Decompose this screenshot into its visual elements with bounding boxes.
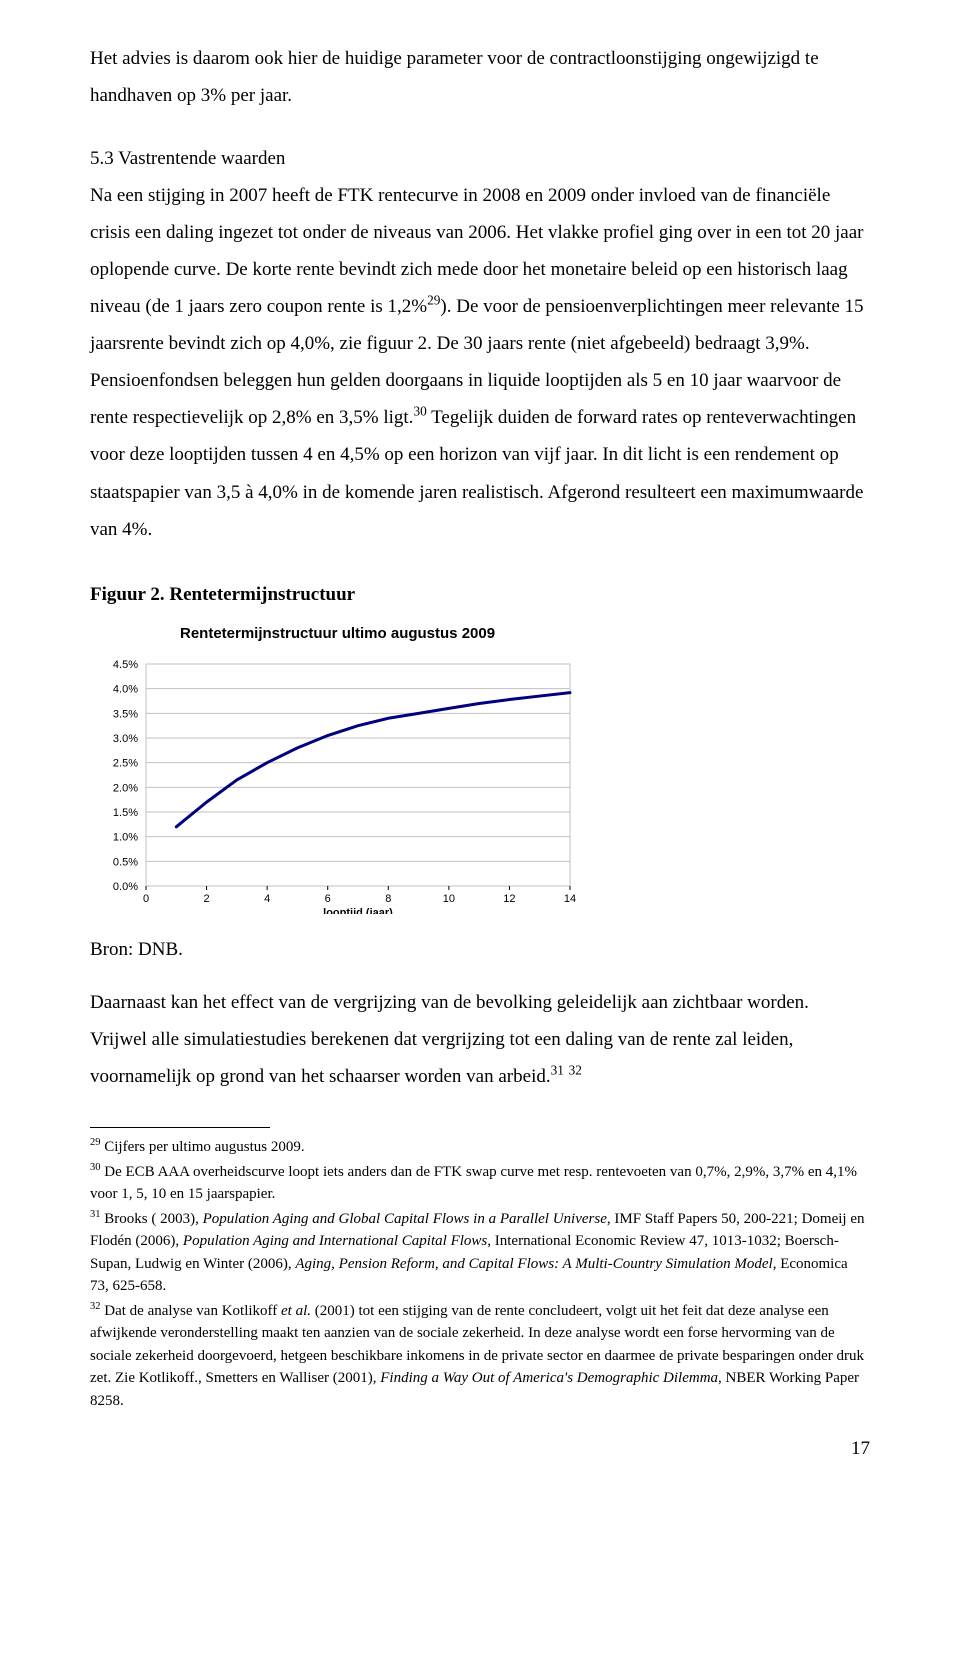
paragraph-vastrentende: Na een stijging in 2007 heeft de FTK ren…	[90, 177, 870, 547]
footnotes-block: 29 Cijfers per ultimo augustus 2009. 30 …	[90, 1136, 870, 1412]
footnote-31: 31 Brooks ( 2003), Population Aging and …	[90, 1208, 870, 1298]
svg-text:10: 10	[443, 893, 455, 905]
svg-text:0.0%: 0.0%	[113, 881, 138, 893]
paragraph-handhaven: Het advies is daarom ook hier de huidige…	[90, 40, 870, 114]
footnote-text: Dat de analyse van Kotlikoff	[104, 1303, 281, 1319]
rente-chart: 0.0% 0.5% 1.0% 1.5% 2.0% 2.5% 3.0% 3.5% 4.0% 4.5%…	[90, 654, 870, 927]
footnote-text-italic: Population Aging and International Capit…	[183, 1233, 487, 1249]
text-segment: Daarnaast kan het effect van de vergrijz…	[90, 992, 809, 1087]
footnote-30: 30 De ECB AAA overheidscurve loopt iets …	[90, 1161, 870, 1206]
svg-text:6: 6	[325, 893, 331, 905]
footnote-text-italic: et al.	[281, 1303, 311, 1319]
svg-text:0.5%: 0.5%	[113, 856, 138, 868]
svg-text:4.0%: 4.0%	[113, 684, 138, 696]
footnote-text: Cijfers per ultimo augustus 2009.	[104, 1139, 304, 1155]
page-number: 17	[90, 1430, 870, 1467]
svg-text:0: 0	[143, 893, 149, 905]
heading-5-3: 5.3 Vastrentende waarden	[90, 140, 870, 177]
footnote-text-italic: Aging, Pension Reform, and Capital Flows…	[295, 1256, 772, 1272]
svg-text:4: 4	[264, 893, 270, 905]
svg-text:1.0%: 1.0%	[113, 832, 138, 844]
footnote-ref-29: 29	[427, 293, 440, 308]
svg-text:4.5%: 4.5%	[113, 659, 138, 671]
svg-text:12: 12	[503, 893, 515, 905]
chart-svg: 0.0% 0.5% 1.0% 1.5% 2.0% 2.5% 3.0% 3.5% 4.0% 4.5%…	[90, 654, 580, 914]
svg-text:8: 8	[385, 893, 391, 905]
footnote-separator	[90, 1127, 270, 1128]
svg-text:2: 2	[204, 893, 210, 905]
footnote-text-italic: Finding a Way Out of America's Demograph…	[380, 1370, 718, 1386]
footnote-num: 31	[90, 1209, 101, 1220]
svg-text:looptijd (jaar): looptijd (jaar)	[323, 907, 393, 914]
svg-text:1.5%: 1.5%	[113, 807, 138, 819]
footnote-29: 29 Cijfers per ultimo augustus 2009.	[90, 1136, 870, 1159]
footnote-ref-32: 32	[569, 1063, 582, 1078]
svg-text:14: 14	[564, 893, 576, 905]
chart-source: Bron: DNB.	[90, 931, 870, 968]
footnote-text-italic: Population Aging and Global Capital Flow…	[203, 1211, 607, 1227]
footnote-text: De ECB AAA overheidscurve loopt iets and…	[90, 1164, 857, 1203]
footnote-32: 32 Dat de analyse van Kotlikoff et al. (…	[90, 1300, 870, 1413]
footnote-text: Brooks ( 2003),	[104, 1211, 202, 1227]
paragraph-vergrijzing: Daarnaast kan het effect van de vergrijz…	[90, 984, 870, 1095]
chart-title: Rentetermijnstructuur ultimo augustus 20…	[180, 619, 870, 648]
figure-heading: Figuur 2. Rentetermijnstructuur	[90, 576, 870, 613]
footnote-num: 30	[90, 1162, 101, 1173]
footnote-num: 29	[90, 1137, 101, 1148]
footnote-ref-31: 31	[551, 1063, 564, 1078]
footnote-ref-30: 30	[413, 404, 426, 419]
svg-text:3.5%: 3.5%	[113, 708, 138, 720]
svg-text:3.0%: 3.0%	[113, 733, 138, 745]
svg-text:2.0%: 2.0%	[113, 782, 138, 794]
svg-text:2.5%: 2.5%	[113, 758, 138, 770]
footnote-num: 32	[90, 1301, 101, 1312]
